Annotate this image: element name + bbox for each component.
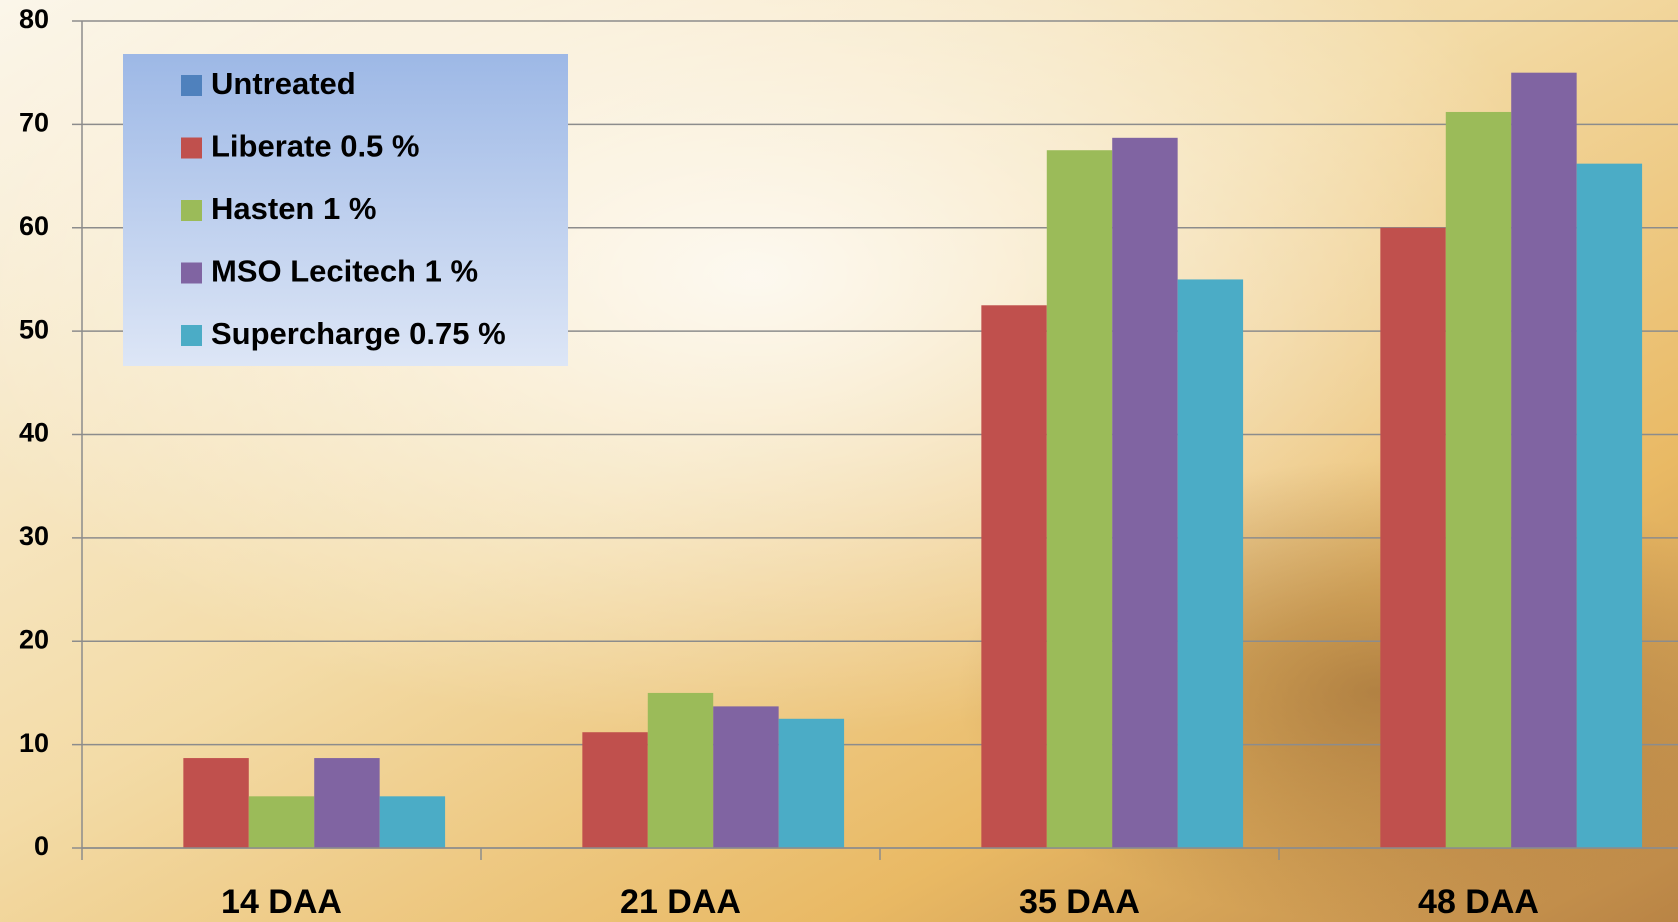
legend-label: MSO Lecitech 1 % [211, 254, 478, 289]
y-tick-label: 80 [19, 4, 49, 34]
bar [1047, 150, 1112, 848]
bar [713, 706, 778, 848]
legend: Untreated Liberate 0.5 % Hasten 1 % MSO Lec… [123, 54, 568, 366]
bar [1112, 138, 1177, 848]
y-tick-label: 10 [19, 728, 49, 758]
y-tick-label: 70 [19, 108, 49, 138]
x-tick-label: 14 DAA [221, 883, 342, 921]
bar [981, 305, 1046, 848]
y-tick-label: 0 [34, 831, 49, 861]
bar [380, 796, 445, 848]
bar [582, 732, 647, 848]
legend-swatch [181, 263, 202, 284]
legend-label: Liberate 0.5 % [211, 129, 419, 164]
legend-label: Supercharge 0.75 % [211, 316, 506, 351]
page: {"chart_data": {"type": "bar", "categori… [0, 0, 1678, 922]
bar [779, 719, 844, 848]
bar [314, 758, 379, 848]
bar [1380, 228, 1445, 848]
legend-swatch [181, 75, 202, 96]
y-tick-label: 40 [19, 418, 49, 448]
bar [1511, 73, 1576, 848]
bar [249, 796, 314, 848]
y-tick-label: 20 [19, 624, 49, 654]
legend-label: Untreated [211, 66, 356, 101]
bar [1577, 164, 1642, 848]
legend-swatch [181, 325, 202, 346]
x-tick-label: 48 DAA [1418, 883, 1539, 921]
bar [648, 693, 713, 848]
bar [183, 758, 248, 848]
x-tick-label: 21 DAA [620, 883, 741, 921]
legend-label: Hasten 1 % [211, 191, 376, 226]
bar [1446, 112, 1511, 848]
chart: 0 10 20 30 40 50 60 70 80 14 DAA 21 DAA 35 DAA 48 DA… [0, 0, 1678, 922]
y-tick-label: 30 [19, 521, 49, 551]
x-tick-label: 35 DAA [1019, 883, 1140, 921]
bar [1178, 279, 1243, 848]
legend-swatch [181, 200, 202, 221]
y-tick-label: 60 [19, 211, 49, 241]
y-tick-label: 50 [19, 314, 49, 344]
legend-swatch [181, 138, 202, 159]
